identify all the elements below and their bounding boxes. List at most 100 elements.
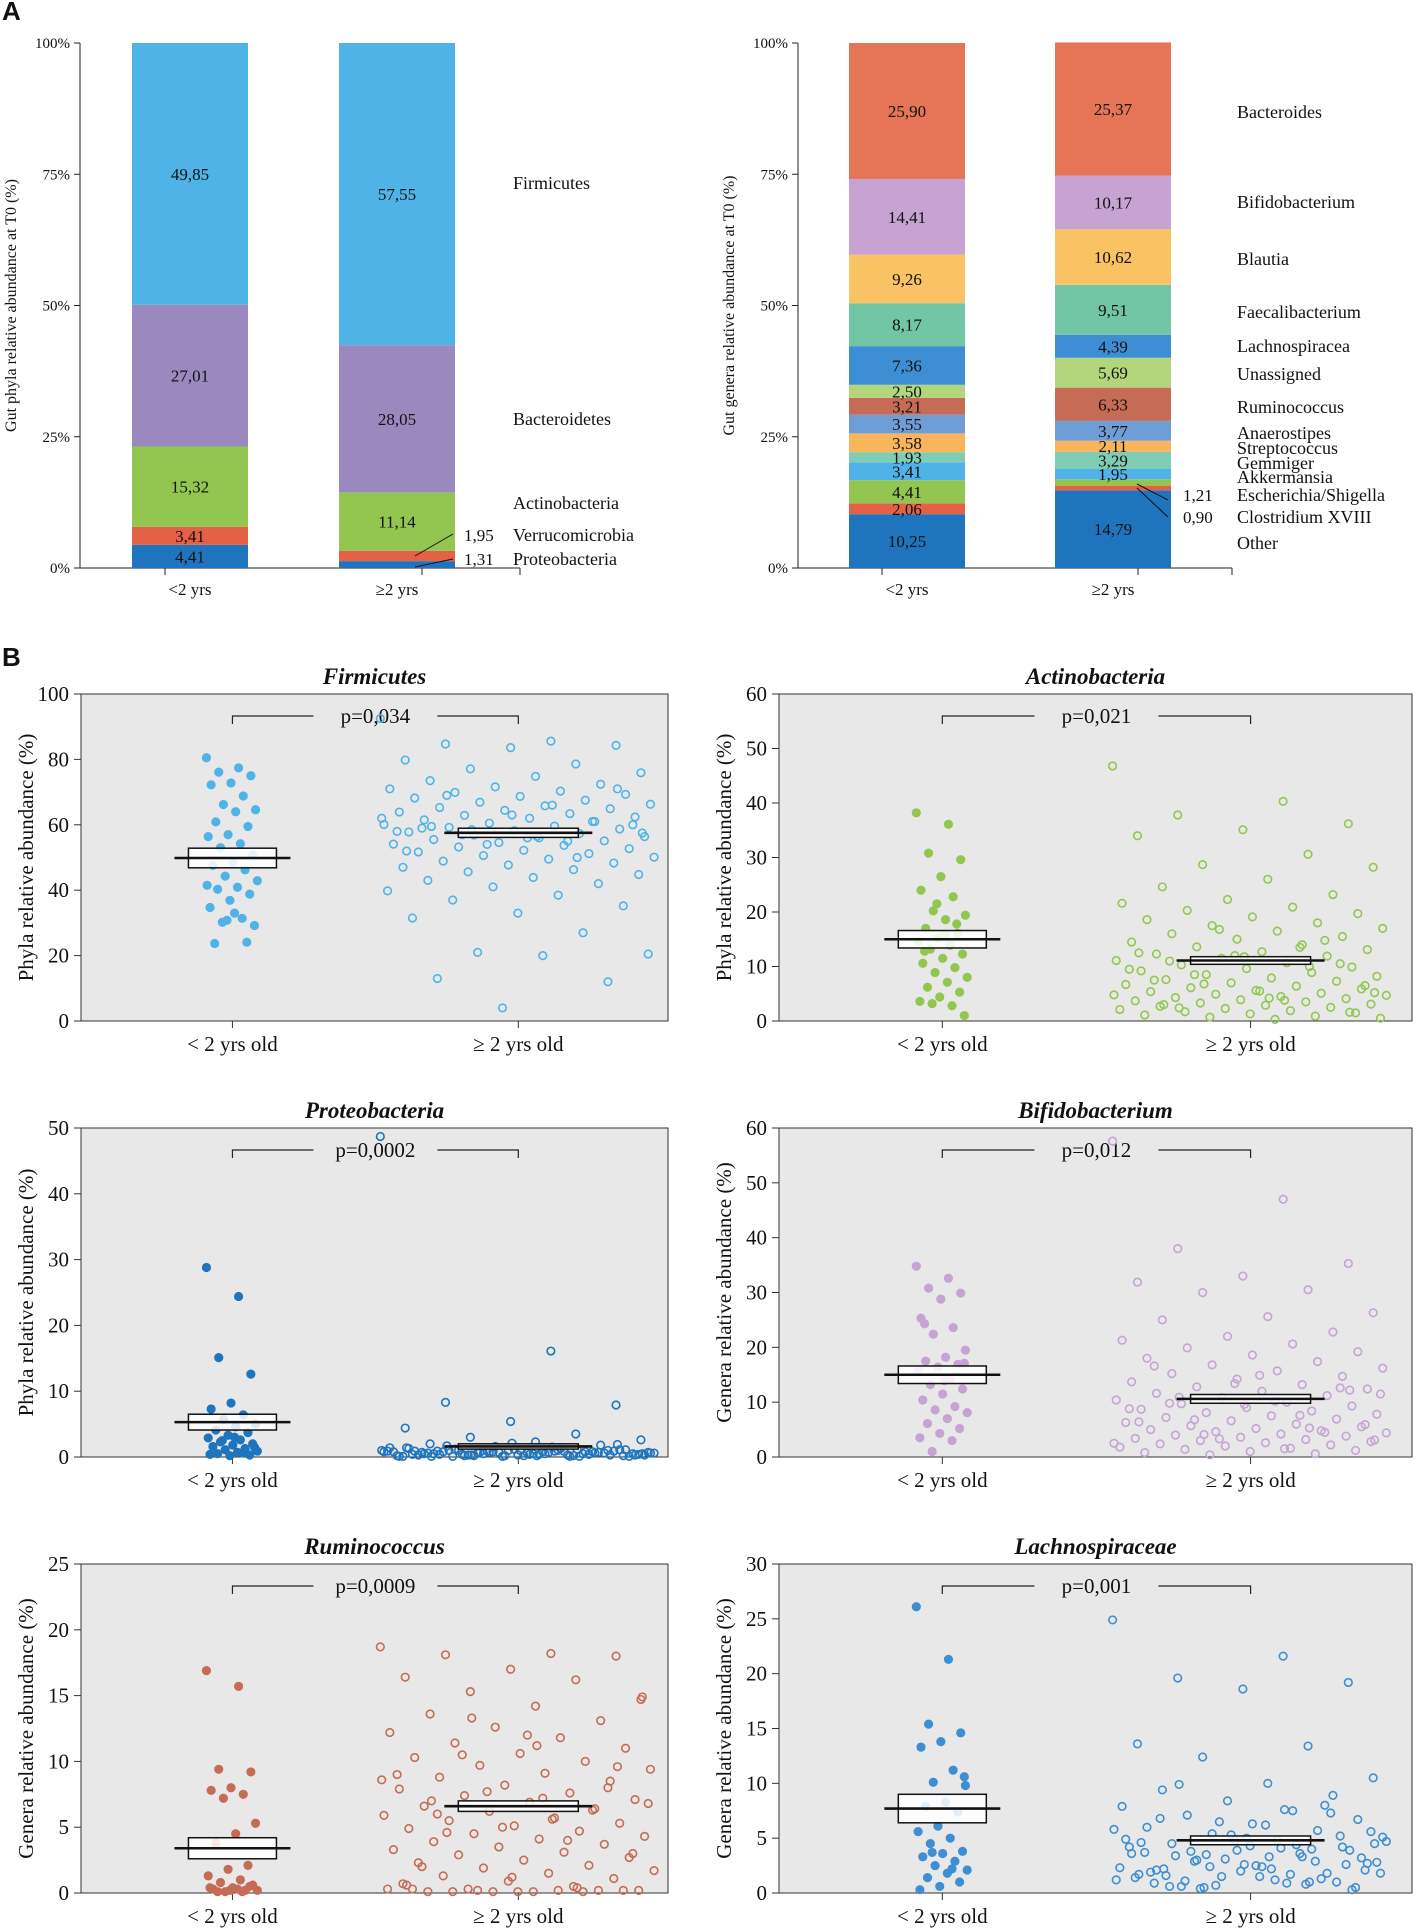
data-point-over-2 [1238, 1271, 1248, 1281]
data-point-over-2 [612, 1762, 623, 1772]
data-point-over-2 [1207, 921, 1217, 931]
data-point-over-2 [509, 1821, 519, 1831]
y-tick-label: 5 [59, 1815, 70, 1839]
data-point-over-2 [628, 1449, 638, 1459]
data-point-over-2 [525, 813, 535, 823]
data-point-over-2 [425, 776, 435, 786]
y-tick-label: 50% [761, 299, 789, 315]
data-point-over-2 [546, 1346, 556, 1356]
y-tick-label: 20 [746, 1662, 767, 1686]
data-point-over-2 [488, 882, 498, 892]
data-point-over-2 [519, 1855, 529, 1865]
data-point-over-2 [596, 779, 606, 789]
data-point-over-2 [442, 790, 452, 800]
data-point-under-2 [226, 778, 236, 788]
data-point-over-2 [555, 1733, 565, 1743]
bar-segment-akkermansia [849, 462, 965, 481]
data-point-under-2 [206, 1785, 216, 1795]
data-point-over-2 [637, 1692, 647, 1702]
data-point-under-2 [938, 953, 948, 963]
data-point-under-2 [201, 753, 212, 763]
plot-title: Ruminococcus [303, 1534, 445, 1559]
data-point-under-2 [242, 937, 252, 947]
y-tick-label: 50 [48, 1116, 69, 1140]
data-label: 3,41 [892, 462, 922, 481]
data-point-over-2 [1134, 948, 1144, 958]
data-point-over-2 [1331, 1877, 1342, 1887]
data-point-under-2 [919, 1319, 930, 1329]
data-point-over-2 [450, 1738, 460, 1748]
data-point-over-2 [547, 1814, 557, 1824]
data-point-over-2 [1322, 951, 1332, 961]
data-point-over-2 [1165, 956, 1175, 966]
y-tick-label: 0% [50, 561, 70, 577]
data-label: 25,90 [888, 102, 926, 121]
data-point-over-2 [454, 842, 464, 852]
data-point-over-2 [1217, 1871, 1227, 1882]
bifidobacterium-dot-plot: 0 10 20 30 40 50 60 Bifidobacterium Genera relat… [712, 1098, 1413, 1492]
x-tick-label: ≥ 2 yrs old [1205, 1468, 1296, 1492]
legend-label-clostridium-xviii: Clostridium XVIII [1237, 507, 1372, 527]
plot-background [778, 1563, 1413, 1894]
x-tick-label: < 2 yrs old [897, 1904, 988, 1928]
data-label: 4,41 [892, 483, 922, 502]
y-tick-label: 75% [761, 167, 789, 183]
p-value-label: p=0,0002 [335, 1138, 415, 1162]
data-point-over-2 [584, 1860, 594, 1870]
data-point-under-2 [940, 1352, 951, 1362]
data-point-over-2 [1247, 1350, 1258, 1360]
data-point-over-2 [1257, 1862, 1267, 1872]
data-point-over-2 [1312, 1356, 1323, 1367]
plot-background [80, 1127, 669, 1458]
data-point-under-2 [246, 771, 256, 781]
data-point-over-2 [1291, 981, 1301, 991]
bar-segment-lachnospiracea [849, 346, 965, 385]
data-point-over-2 [506, 743, 516, 753]
legend-label-bacteroides: Bacteroides [1237, 102, 1322, 122]
data-point-over-2 [1117, 1801, 1127, 1811]
data-point-over-2 [1328, 1790, 1338, 1800]
data-point-under-2 [211, 817, 221, 827]
data-point-over-2 [1109, 990, 1119, 1000]
data-point-over-2 [417, 1447, 427, 1457]
data-label: 4,41 [175, 547, 205, 566]
data-point-over-2 [618, 901, 628, 911]
data-point-over-2 [432, 973, 442, 984]
data-point-over-2 [426, 1451, 437, 1461]
data-point-over-2 [572, 1883, 582, 1893]
data-point-over-2 [1372, 971, 1382, 981]
data-point-over-2 [401, 1443, 412, 1453]
callout-line [414, 533, 454, 557]
bar-segment-streptococcus [1055, 440, 1171, 452]
data-point-under-2 [235, 839, 245, 849]
data-point-over-2 [563, 1835, 573, 1845]
x-tick-label: <2 yrs [885, 580, 928, 599]
data-point-under-2 [249, 1442, 260, 1452]
data-point-over-2 [1285, 1443, 1296, 1453]
data-label: 3,58 [892, 434, 922, 453]
data-point-under-2 [943, 819, 954, 829]
data-point-under-2 [911, 1261, 921, 1271]
data-point-over-2 [1173, 1673, 1183, 1683]
data-point-over-2 [1151, 1388, 1162, 1398]
data-point-over-2 [400, 755, 410, 765]
data-point-over-2 [1214, 1817, 1224, 1827]
data-point-over-2 [465, 1687, 475, 1697]
data-point-over-2 [553, 1885, 563, 1895]
data-point-under-2 [225, 895, 235, 905]
y-tick-label: 20 [48, 1313, 69, 1337]
x-tick-label: ≥2 yrs [1092, 580, 1135, 599]
data-point-under-2 [915, 1885, 925, 1895]
data-point-over-2 [1211, 1880, 1221, 1890]
data-point-over-2 [624, 844, 634, 854]
bar-segment-other [849, 514, 965, 568]
data-point-over-2 [1272, 1366, 1282, 1376]
data-point-over-2 [1278, 1194, 1288, 1204]
data-point-over-2 [1312, 1825, 1323, 1836]
data-point-over-2 [611, 740, 621, 750]
data-point-under-2 [943, 1273, 954, 1283]
data-point-over-2 [400, 1672, 410, 1682]
data-point-over-2 [1124, 1404, 1134, 1414]
data-point-over-2 [1366, 999, 1376, 1009]
data-point-under-2 [960, 1345, 971, 1355]
